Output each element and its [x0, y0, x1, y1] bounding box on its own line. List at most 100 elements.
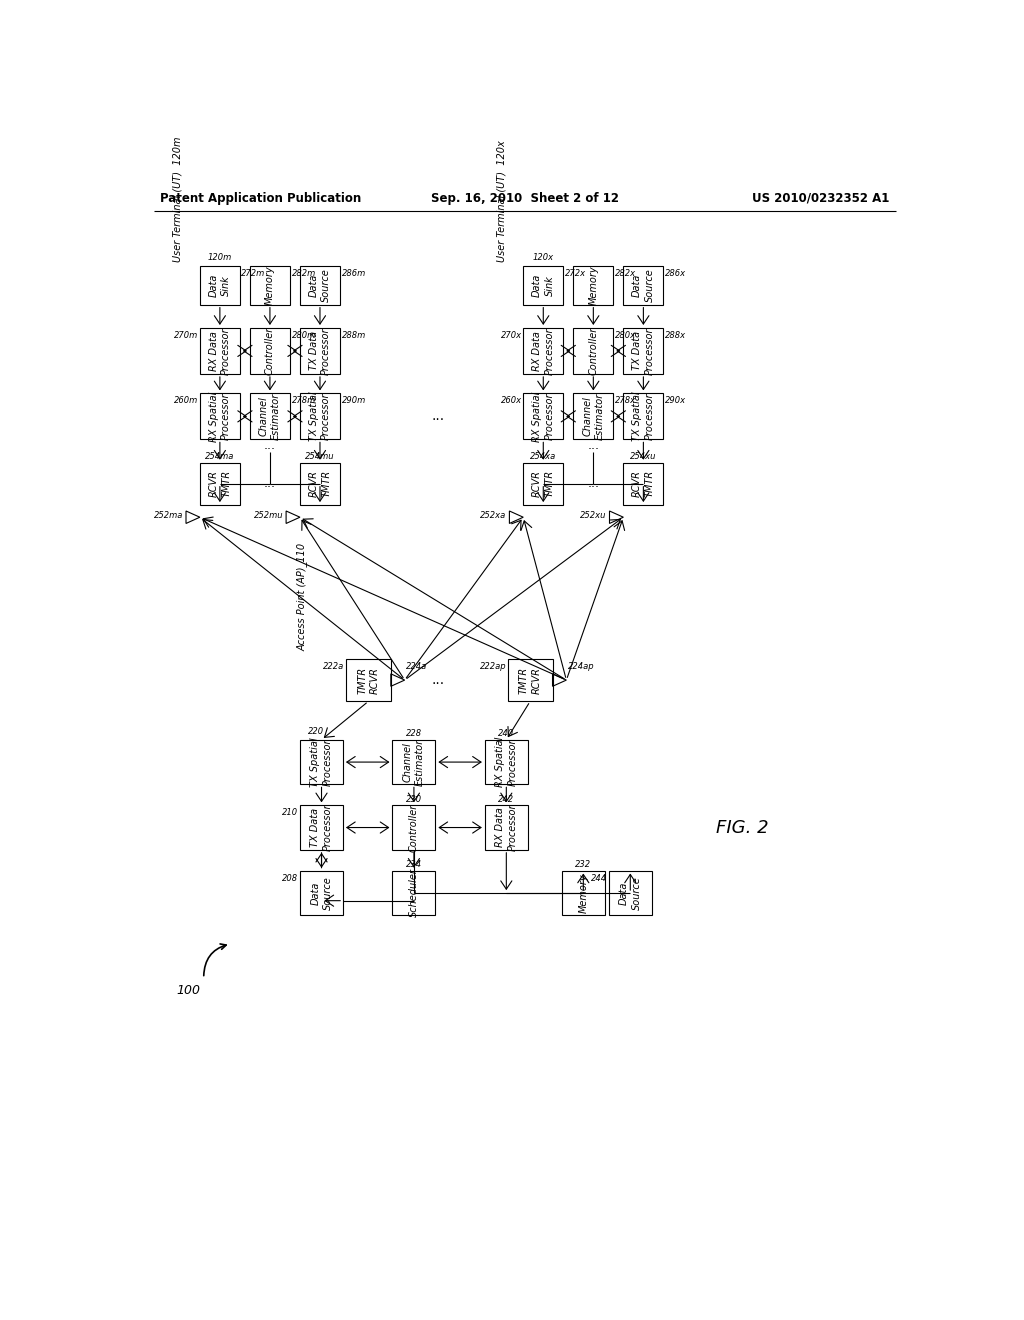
Bar: [300, 462, 340, 506]
Text: RX Spatial
Processor: RX Spatial Processor: [209, 391, 231, 441]
Bar: [300, 805, 343, 850]
Bar: [392, 871, 435, 915]
Text: 282x: 282x: [614, 269, 636, 279]
Text: Data
Source: Data Source: [620, 876, 641, 909]
Text: 222ap: 222ap: [479, 663, 506, 671]
Text: 222a: 222a: [324, 663, 345, 671]
Bar: [608, 871, 652, 915]
Bar: [346, 659, 391, 701]
Text: 232: 232: [575, 861, 592, 869]
Text: 120x: 120x: [532, 253, 554, 263]
Bar: [484, 739, 528, 784]
Text: User Terminal (UT)  120x: User Terminal (UT) 120x: [497, 141, 506, 263]
Text: RX Data
Processor: RX Data Processor: [209, 327, 231, 375]
Bar: [523, 393, 563, 440]
Text: RX Data
Processor: RX Data Processor: [496, 804, 517, 851]
Text: TMTR
RCVR: TMTR RCVR: [519, 667, 542, 693]
Text: 282m: 282m: [292, 269, 315, 279]
Bar: [508, 659, 553, 701]
Text: Scheduler: Scheduler: [409, 869, 419, 917]
Bar: [573, 327, 613, 374]
Text: TX Data
Processor: TX Data Processor: [310, 804, 333, 851]
Bar: [523, 327, 563, 374]
Text: ...: ...: [264, 440, 275, 453]
Text: Data
Source: Data Source: [632, 268, 654, 302]
Text: Controller: Controller: [265, 327, 274, 375]
Text: User Terminal (UT)  120m: User Terminal (UT) 120m: [173, 137, 183, 263]
Text: Memory: Memory: [589, 265, 598, 305]
Text: 272m: 272m: [242, 269, 265, 279]
Text: 224a: 224a: [407, 663, 427, 671]
Text: FIG. 2: FIG. 2: [716, 820, 768, 837]
Text: 208: 208: [283, 874, 298, 883]
Text: Patent Application Publication: Patent Application Publication: [160, 191, 361, 205]
Bar: [523, 462, 563, 506]
Text: 290x: 290x: [665, 396, 686, 405]
Text: Channel
Estimator: Channel Estimator: [582, 393, 604, 440]
Text: Data
Sink: Data Sink: [209, 273, 231, 297]
Text: 254mu: 254mu: [305, 451, 335, 461]
Bar: [200, 462, 240, 506]
Text: 270x: 270x: [501, 331, 521, 339]
Text: 280x: 280x: [614, 331, 636, 339]
Text: Controller: Controller: [589, 327, 598, 375]
Text: Data
Source: Data Source: [310, 876, 333, 909]
Text: 278m: 278m: [292, 396, 315, 405]
Bar: [300, 393, 340, 440]
Text: Memory: Memory: [579, 873, 589, 913]
Text: 254xu: 254xu: [630, 451, 656, 461]
Text: ...: ...: [264, 478, 275, 490]
Text: 252xu: 252xu: [580, 511, 606, 520]
Text: ...: ...: [432, 673, 445, 688]
Text: 286x: 286x: [665, 269, 686, 279]
Text: 286m: 286m: [342, 269, 366, 279]
Text: Channel
Estimator: Channel Estimator: [259, 393, 282, 440]
Bar: [562, 871, 605, 915]
Text: 228: 228: [406, 729, 422, 738]
Text: 230: 230: [406, 795, 422, 804]
Text: Sep. 16, 2010  Sheet 2 of 12: Sep. 16, 2010 Sheet 2 of 12: [431, 191, 618, 205]
Bar: [200, 393, 240, 440]
Text: Channel
Estimator: Channel Estimator: [402, 738, 425, 785]
Text: RCVR
TMTR: RCVR TMTR: [309, 470, 331, 498]
Text: 288x: 288x: [665, 331, 686, 339]
Text: TMTR
RCVR: TMTR RCVR: [357, 667, 380, 693]
Bar: [624, 327, 664, 374]
Bar: [250, 393, 290, 440]
Text: 254xa: 254xa: [530, 451, 556, 461]
Text: 260x: 260x: [501, 396, 521, 405]
Text: 280m: 280m: [292, 331, 315, 339]
Text: 244: 244: [591, 874, 607, 883]
Text: RCVR
TMTR: RCVR TMTR: [632, 470, 654, 498]
Text: RX Data
Processor: RX Data Processor: [532, 327, 554, 375]
Text: US 2010/0232352 A1: US 2010/0232352 A1: [753, 191, 890, 205]
Text: 272x: 272x: [565, 269, 586, 279]
Bar: [573, 267, 613, 305]
Text: TX Data
Processor: TX Data Processor: [632, 327, 654, 375]
Text: Access Point (AP)_110: Access Point (AP)_110: [296, 543, 307, 651]
Bar: [392, 739, 435, 784]
Bar: [250, 327, 290, 374]
Bar: [624, 462, 664, 506]
Text: Data
Sink: Data Sink: [532, 273, 554, 297]
Text: TX Spatial
Processor: TX Spatial Processor: [309, 392, 331, 441]
Text: 252mu: 252mu: [254, 511, 283, 520]
Text: 278x: 278x: [614, 396, 636, 405]
Text: 242: 242: [499, 795, 514, 804]
Bar: [300, 327, 340, 374]
Text: RCVR
TMTR: RCVR TMTR: [209, 470, 231, 498]
Text: 234: 234: [406, 861, 422, 869]
Text: ...: ...: [409, 789, 419, 799]
Bar: [624, 393, 664, 440]
Text: 220: 220: [307, 727, 324, 737]
Text: 252ma: 252ma: [154, 511, 183, 520]
Bar: [573, 393, 613, 440]
Text: RX Spatial
Processor: RX Spatial Processor: [496, 737, 517, 787]
Bar: [250, 267, 290, 305]
Text: RX Spatial
Processor: RX Spatial Processor: [532, 391, 554, 441]
Text: 240: 240: [499, 729, 514, 738]
Text: ...: ...: [432, 409, 445, 424]
Text: TX Spatial
Processor: TX Spatial Processor: [632, 392, 654, 441]
Text: 210: 210: [283, 808, 298, 817]
Bar: [484, 805, 528, 850]
